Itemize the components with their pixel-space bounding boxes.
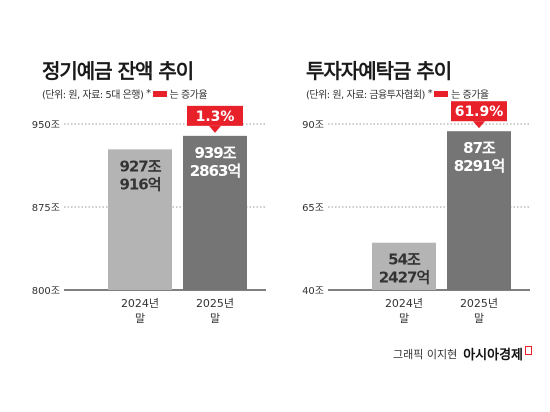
y-tick-label: 40조 xyxy=(302,286,324,297)
legend-swatch-icon xyxy=(434,90,449,97)
x-category-label-line: 말 xyxy=(210,312,220,325)
bar-value-label-line: 916억 xyxy=(119,175,160,193)
growth-rate-badge xyxy=(187,105,243,126)
legend-note: 는 증가율 xyxy=(169,90,208,101)
growth-badge-pointer-icon xyxy=(209,125,221,133)
x-category-label-line: 말 xyxy=(474,312,484,325)
chart-subtitle: (단위: 원, 자료: 금융투자협회) * 는 증가율 xyxy=(306,86,489,101)
y-tick-label: 950조 xyxy=(32,120,60,131)
bar-value-label: 54조 2427억 xyxy=(379,251,430,287)
bar-value-label-line: 8291억 xyxy=(454,157,505,175)
legend-note: 는 증가율 xyxy=(451,90,489,101)
legend-asterisk: * xyxy=(424,88,433,99)
x-category-label-line: 2024년 xyxy=(121,297,159,310)
deposit-chart-panel: 정기예금 잔액 추이 (단위: 원, 자료: 5대 은행) * 는 증가율 95… xyxy=(30,0,270,340)
subtitle-text: (단위: 원, 자료: 5대 은행) xyxy=(42,90,144,101)
growth-badge-pointer-icon xyxy=(473,121,485,129)
bar-value-label: 939조 2863억 xyxy=(190,144,241,180)
x-category-label-line: 2024년 xyxy=(385,297,423,310)
y-tick-label: 65조 xyxy=(302,203,324,214)
legend-asterisk: * xyxy=(143,88,151,99)
x-category-label-line: 말 xyxy=(399,312,409,325)
bar-value-label-line: 54조 xyxy=(388,251,421,269)
bar-value-label-line: 2863억 xyxy=(190,162,241,180)
growth-rate-badge xyxy=(451,101,507,122)
x-category-label-line: 2025년 xyxy=(196,297,234,310)
bar-value-label: 927조 916억 xyxy=(119,157,161,193)
bar-2025 xyxy=(183,135,247,290)
chart-subtitle: (단위: 원, 자료: 5대 은행) * 는 증가율 xyxy=(42,86,208,101)
brand-mark-icon xyxy=(525,346,532,355)
growth-rate-label: 61.9% xyxy=(455,104,504,120)
bar-value-label-line: 927조 xyxy=(119,157,161,175)
y-tick-label: 875조 xyxy=(32,203,60,214)
graphic-credit: 그래픽 이지현 아시아경제 xyxy=(393,344,532,363)
chart-title: 정기예금 잔액 추이 xyxy=(42,59,194,83)
growth-rate-label: 1.3% xyxy=(196,109,235,125)
credit-text: 그래픽 이지현 xyxy=(392,347,458,361)
chart-title: 투자자예탁금 추이 xyxy=(306,59,452,83)
legend-swatch-icon xyxy=(152,90,167,97)
bar-2025 xyxy=(447,131,511,290)
bar-value-label-line: 2427억 xyxy=(379,269,430,287)
bar-value-label-line: 87조 xyxy=(463,139,496,157)
bar-2024 xyxy=(108,149,172,290)
y-tick-label: 800조 xyxy=(32,286,60,297)
x-category-label-line: 말 xyxy=(135,312,145,325)
subtitle-text: (단위: 원, 자료: 금융투자협회) xyxy=(306,90,425,101)
investor-deposit-chart-panel: 투자자예탁금 추이 (단위: 원, 자료: 금융투자협회) * 는 증가율 90… xyxy=(294,0,534,340)
bar-value-label: 87조 8291억 xyxy=(454,139,505,175)
bar-2024 xyxy=(372,242,436,290)
bar-value-label-line: 939조 xyxy=(194,144,236,162)
brand-logo-text: 아시아경제 xyxy=(463,348,523,363)
x-category-label-line: 2025년 xyxy=(460,297,498,310)
y-tick-label: 90조 xyxy=(302,120,324,131)
